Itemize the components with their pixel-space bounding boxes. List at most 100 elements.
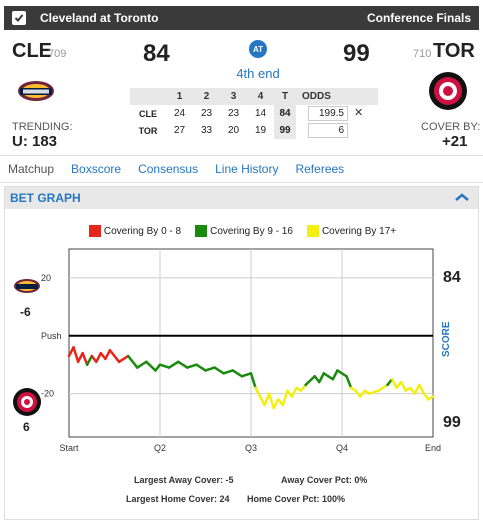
legend-label: Covering By 0 - 8 (103, 225, 182, 237)
linescore-quarter: 27 (173, 125, 186, 136)
x-tick-label: Q4 (336, 443, 348, 453)
linescore-total: 84 (274, 105, 296, 122)
odds-cell: 199.5 ✕ (296, 105, 378, 122)
chevron-up-icon[interactable] (454, 189, 470, 207)
series-segment (390, 377, 398, 390)
tab-referees[interactable]: Referees (295, 162, 345, 176)
series-segment (81, 351, 89, 366)
bet-graph-chart: Start Q2 Q3 Q4 End 20 Push -20 (41, 248, 441, 453)
series-segment (263, 392, 271, 407)
linescore-header: ODDS (296, 88, 378, 105)
series-segment (126, 354, 139, 369)
legend-swatch-yellow (306, 225, 319, 237)
trending-value: U: 183 (12, 133, 58, 150)
close-icon[interactable]: ✕ (354, 107, 364, 119)
series-segment (304, 375, 316, 387)
linescore-quarter: 23 (227, 108, 240, 119)
x-tick-label: Q3 (245, 443, 257, 453)
series-segment (318, 372, 326, 384)
series-segment (272, 398, 280, 410)
series-segment (145, 360, 157, 372)
series-segment (377, 383, 389, 392)
series-segment (222, 369, 235, 375)
away-rotation-number: 709 (48, 48, 67, 60)
legend-swatch-red (88, 225, 101, 237)
x-tick-label: Start (59, 443, 79, 453)
series-segment (108, 348, 121, 364)
cover-by-label: COVER BY: (421, 121, 481, 133)
series-segment (167, 360, 180, 369)
largest-away-cover: Largest Away Cover: -5 (134, 475, 234, 485)
game-header-bar: Cleveland at Toronto Conference Finals (4, 6, 479, 30)
away-cover-pct: Away Cover Pct: 0% (281, 475, 368, 485)
away-final-score: 84 (443, 269, 461, 286)
tab-boxscore[interactable]: Boxscore (71, 162, 122, 176)
home-final-score: 99 (443, 414, 461, 431)
game-tabs: Matchup Boxscore Consensus Line History … (0, 155, 483, 183)
series-segment (231, 369, 244, 378)
series-segment (72, 346, 80, 364)
legend-item: Covering By 0 - 8 (88, 225, 182, 237)
series-segment (290, 386, 298, 398)
legend-label: Covering By 9 - 16 (210, 225, 293, 237)
series-segment (195, 363, 207, 372)
home-spread: 6 (23, 420, 30, 434)
series-segment (399, 380, 407, 392)
series-segment (345, 375, 353, 390)
linescore-header: T (274, 88, 296, 105)
series-segment (95, 351, 103, 364)
spread-odds-value: 6 (308, 123, 348, 138)
x-tick-label: Q2 (154, 443, 166, 453)
linescore-header-row: 1 2 3 4 T ODDS (130, 88, 378, 105)
tab-consensus[interactable]: Consensus (138, 162, 199, 176)
linescore-header: 2 (193, 88, 220, 105)
series-segment (136, 360, 148, 369)
linescore-header: 1 (166, 88, 193, 105)
y-tick-label: Push (41, 331, 62, 341)
trending-label: TRENDING: (12, 121, 73, 133)
bet-graph-panel: BET GRAPH Covering By 0 - 8 Covering By … (4, 186, 479, 520)
cover-by-value: +21 (442, 133, 468, 150)
series-segment (249, 372, 257, 390)
linescore-team: CLE (139, 108, 157, 119)
raptors-logo-small (12, 387, 42, 422)
series-segment (322, 372, 335, 381)
y-tick-label: -20 (41, 389, 54, 399)
linescore-quarter: 33 (200, 125, 213, 136)
linescore-row: TOR 27 33 20 19 99 6 (130, 122, 378, 139)
series-label: Conference Finals (366, 11, 471, 25)
series-segment (158, 363, 171, 369)
linescore-quarter: 19 (254, 125, 267, 136)
linescore-quarter: 23 (200, 108, 213, 119)
home-team-abbr: TOR (433, 40, 475, 62)
series-segment (85, 354, 93, 366)
home-score: 99 (343, 40, 370, 67)
linescore-quarter: 20 (227, 125, 240, 136)
cavaliers-logo-small (13, 277, 41, 300)
bet-graph-header[interactable]: BET GRAPH (5, 187, 478, 209)
y-tick-label: 20 (41, 273, 51, 283)
total-odds-value: 199.5 (308, 106, 348, 121)
linescore-team: TOR (138, 125, 158, 136)
away-spread: -6 (20, 305, 31, 319)
series-segment (418, 383, 426, 395)
series-segment (267, 392, 275, 410)
tab-matchup[interactable]: Matchup (8, 162, 55, 176)
game-period: 4th end (236, 66, 280, 81)
cavaliers-logo (16, 78, 56, 109)
legend-swatch-green (195, 225, 208, 237)
linescore-quarter: 14 (254, 108, 267, 119)
series-segment (368, 389, 380, 395)
legend-label: Covering By 17+ (321, 225, 397, 237)
select-game-checkbox[interactable] (12, 11, 26, 25)
series-segment (213, 366, 225, 375)
series-segment (176, 360, 189, 369)
linescore-header: 3 (220, 88, 247, 105)
away-score: 84 (143, 40, 170, 67)
tab-line-history[interactable]: Line History (215, 162, 279, 176)
odds-cell: 6 (296, 122, 378, 139)
legend-item: Covering By 17+ (306, 225, 397, 237)
raptors-logo (428, 71, 468, 116)
linescore-row: CLE 24 23 23 14 84 199.5 ✕ (130, 105, 378, 122)
check-icon (14, 14, 24, 22)
